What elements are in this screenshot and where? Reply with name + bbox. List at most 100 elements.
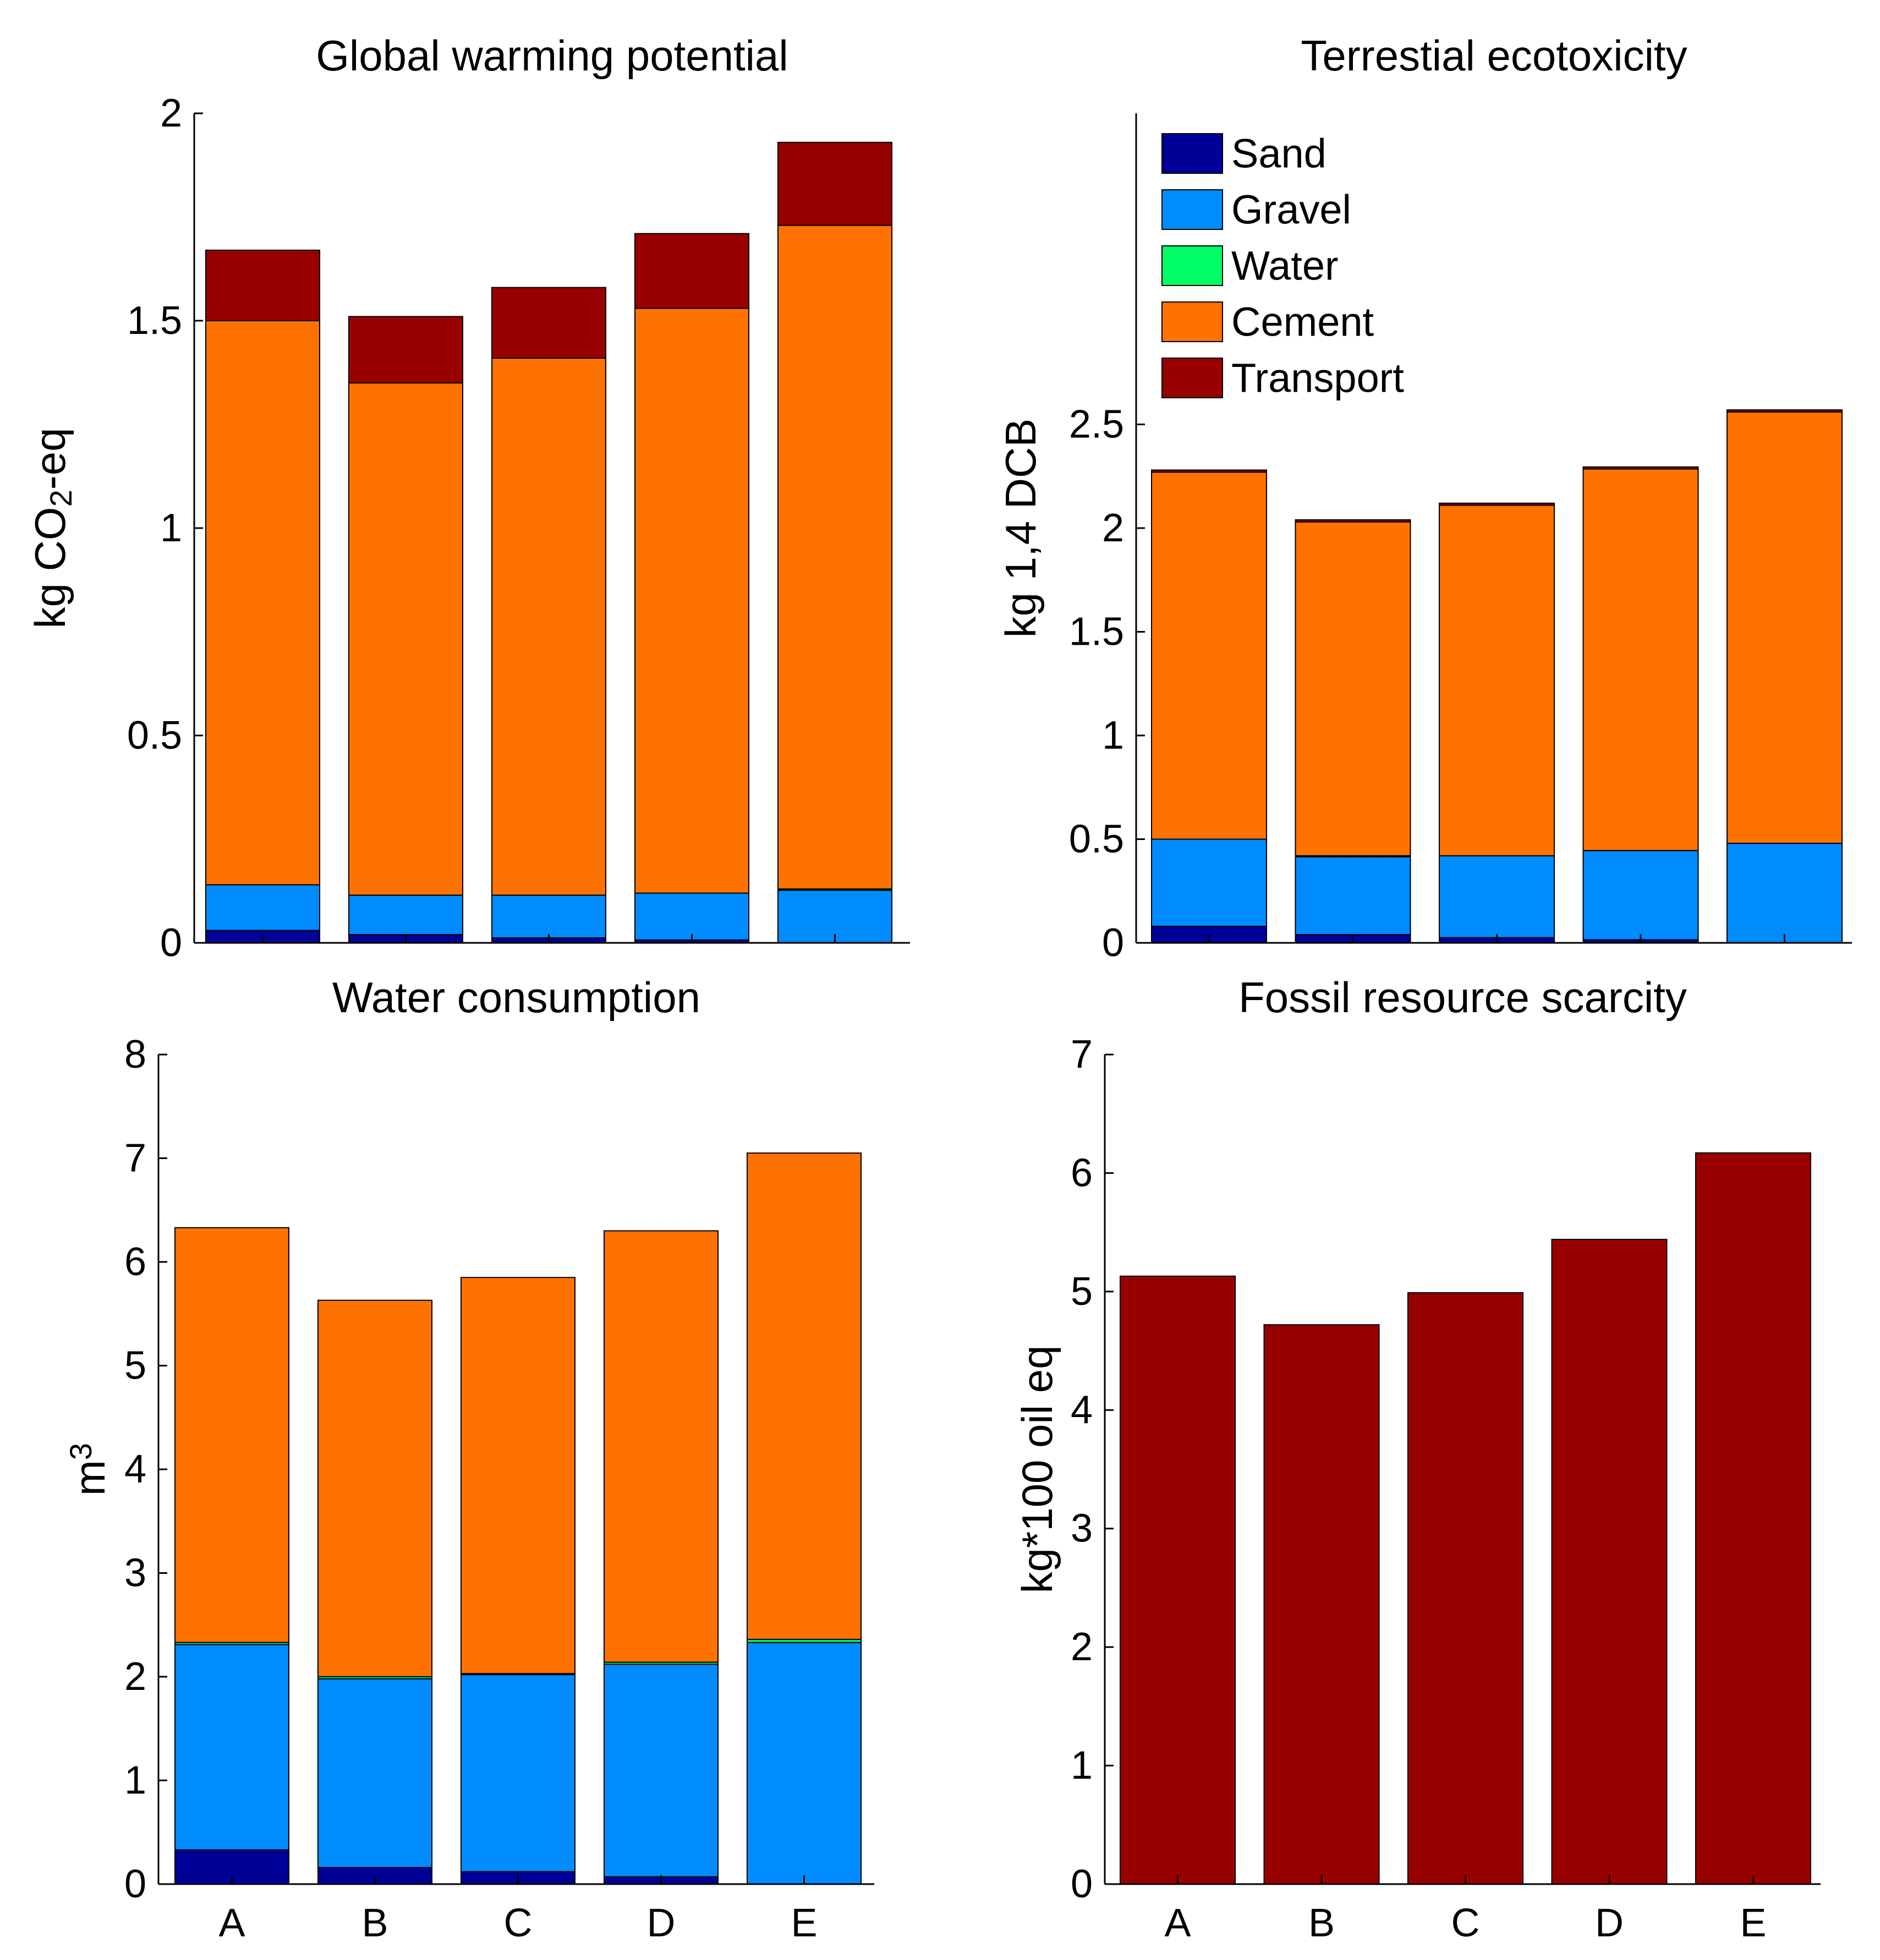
bar-c-cement (491, 357, 606, 896)
y-tick-label: 2.5 (1069, 403, 1124, 447)
y-tick-label: 1.5 (127, 299, 182, 343)
y-tick-label: 0 (124, 1862, 146, 1906)
y-tick-label: 8 (124, 1033, 146, 1077)
y-tick-label: 5 (124, 1344, 146, 1388)
bar-e-transport (1726, 409, 1843, 413)
bar-d-transport (1582, 466, 1699, 470)
y-tick-label: 2 (124, 1655, 146, 1699)
chart-title: Fossil resource scarcity (1238, 973, 1687, 1022)
panel-4: 0 1 2 3 4 5 6 7 A B C D E Fossil resource scarcity kg*… (1013, 973, 1821, 1945)
legend-label-cement: Cement (1231, 299, 1374, 345)
bar-b-transport (1263, 1324, 1380, 1885)
bar-c-gravel (461, 1674, 575, 1873)
bar-a-gravel (205, 884, 320, 931)
bar-a-cement (174, 1227, 289, 1643)
bar-a-transport (1120, 1275, 1236, 1885)
y-axis-label: m3 (63, 1443, 114, 1496)
chart-title: Terrestial ecotoxicity (1301, 31, 1687, 80)
y-tick-label: 0.5 (127, 713, 182, 757)
y-axis-label: kg 1,4 DCB (996, 419, 1045, 638)
chart-title: Global warming potential (316, 31, 788, 80)
legend-label-transport: Transport (1231, 355, 1404, 401)
x-tick-label: E (1740, 1901, 1766, 1945)
x-tick-label: A (218, 1901, 245, 1945)
x-tick-label: C (1451, 1901, 1480, 1945)
bar-e-cement (1726, 411, 1843, 844)
y-axis-label-part: 2 (43, 490, 78, 507)
bar-b-transport (1295, 519, 1411, 523)
bar-d-gravel (1582, 850, 1699, 941)
bar-c-gravel (491, 894, 606, 938)
panel-2: 0 0.5 1 1.5 2 2.5 Terrestial ecotoxicity kg 1,4… (996, 31, 1852, 965)
bar-c-cement (1439, 504, 1555, 857)
bar-c-cement (461, 1277, 575, 1674)
bar-c-transport (1407, 1292, 1523, 1885)
bar-d-gravel (634, 892, 749, 941)
y-tick-label: 0 (1071, 1862, 1093, 1906)
bar-b-cement (1295, 521, 1411, 857)
y-tick-label: 1 (1071, 1744, 1093, 1788)
bar-b-cement (348, 382, 463, 896)
y-tick-label: 0 (160, 921, 182, 965)
bar-e-transport (1695, 1152, 1811, 1885)
y-axis-label-part: kg CO (26, 507, 74, 628)
y-tick-label: 2 (1071, 1625, 1093, 1669)
bar-a-transport (205, 249, 320, 321)
x-tick-label: D (1595, 1901, 1624, 1945)
y-axis-label: kg CO2-eq (26, 428, 78, 629)
x-tick-label: C (504, 1901, 533, 1945)
y-tick-label: 0.5 (1069, 817, 1124, 861)
x-tick-label: B (361, 1901, 388, 1945)
bar-a-cement (205, 320, 320, 886)
bar-e-transport (777, 141, 892, 226)
bar-d-transport (634, 233, 749, 309)
legend-swatch-gravel (1161, 189, 1223, 230)
y-axis-label-part: -eq (26, 428, 74, 490)
x-tick-label: B (1308, 1901, 1335, 1945)
y-axis-label-part: kg*100 oil eq (1013, 1345, 1061, 1593)
y-tick-label: 6 (1071, 1151, 1093, 1195)
legend-swatch-water (1161, 245, 1223, 286)
bar-d-cement (604, 1230, 719, 1663)
bar-d-transport (1551, 1239, 1668, 1885)
y-tick-label: 1 (160, 506, 182, 550)
bar-d-gravel (604, 1663, 719, 1877)
bar-e-gravel (747, 1641, 862, 1885)
legend: Sand Gravel Water Cement Transport (1161, 131, 1404, 401)
bar-a-gravel (174, 1644, 289, 1851)
bar-e-gravel (1726, 843, 1843, 944)
y-axis-label-part: 3 (63, 1443, 98, 1460)
y-tick-label: 1.5 (1069, 610, 1124, 654)
x-tick-label: A (1164, 1901, 1191, 1945)
bar-b-gravel (317, 1678, 432, 1868)
y-axis-label: kg*100 oil eq (1013, 1345, 1061, 1593)
x-tick-label: E (791, 1901, 817, 1945)
legend-swatch-cement (1161, 301, 1223, 342)
bar-a-cement (1151, 471, 1267, 840)
y-tick-label: 2 (1102, 506, 1124, 550)
legend-swatch-transport (1161, 358, 1223, 398)
y-tick-label: 6 (124, 1240, 146, 1284)
y-tick-label: 7 (124, 1137, 146, 1181)
y-axis-label-part: m (65, 1460, 114, 1496)
y-tick-label: 5 (1071, 1270, 1093, 1314)
y-tick-label: 4 (124, 1447, 146, 1491)
bar-c-transport (1439, 502, 1555, 506)
bar-d-cement (634, 308, 749, 894)
y-tick-label: 4 (1071, 1388, 1093, 1432)
y-axis-label-part: kg 1,4 DCB (996, 419, 1045, 638)
y-tick-label: 2 (160, 91, 182, 135)
bar-e-cement (747, 1152, 862, 1640)
y-tick-label: 1 (124, 1759, 146, 1803)
y-tick-label: 0 (1102, 921, 1124, 965)
legend-label-sand: Sand (1231, 131, 1327, 177)
y-tick-label: 1 (1102, 713, 1124, 757)
y-tick-label: 7 (1071, 1033, 1093, 1077)
legend-label-water: Water (1231, 243, 1339, 289)
bar-b-gravel (348, 894, 463, 935)
bar-b-transport (348, 316, 463, 384)
bar-d-cement (1582, 468, 1699, 852)
